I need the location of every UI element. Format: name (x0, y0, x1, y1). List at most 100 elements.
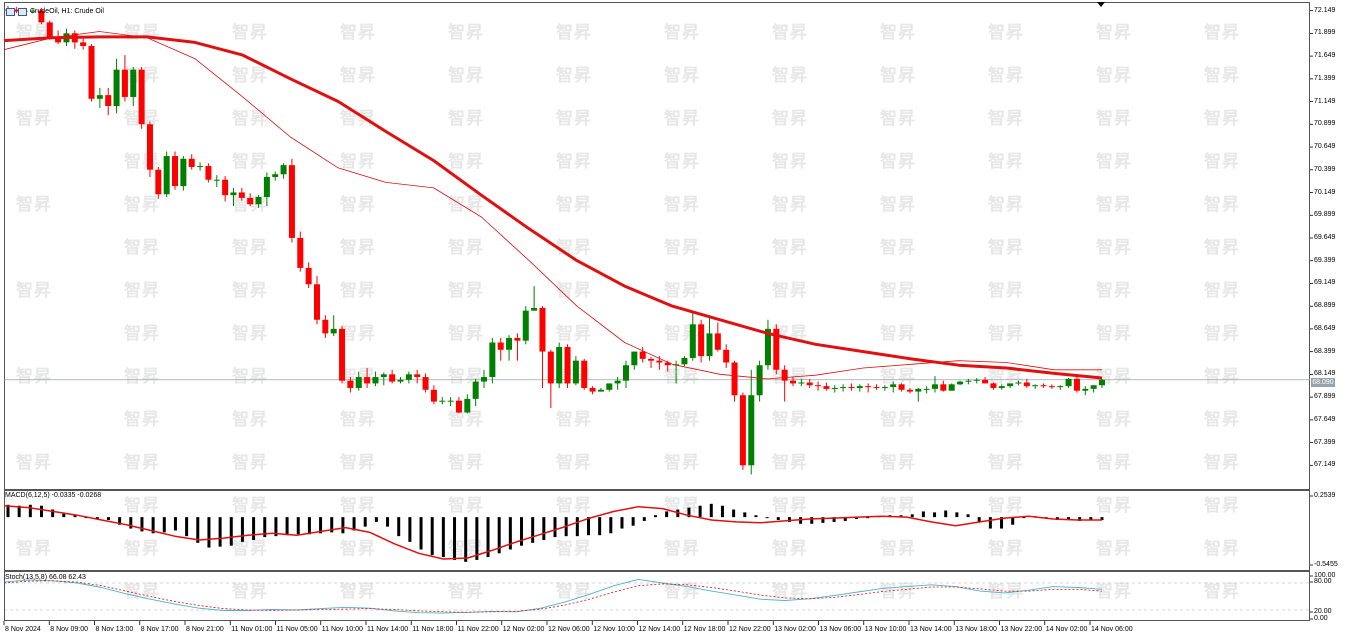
price-axis-label: 68.149 (1314, 370, 1336, 378)
macd-histogram-bar (743, 512, 747, 518)
macd-histogram-bar (542, 517, 546, 540)
candle-body (172, 156, 179, 187)
candle-body (313, 284, 320, 320)
candle-body (923, 388, 930, 390)
time-axis-label: 11 Nov 18:00 (412, 626, 454, 633)
candle-body (197, 166, 204, 168)
candle-body (739, 395, 746, 466)
candle-body (564, 347, 571, 384)
macd-histogram-bar (977, 517, 981, 522)
macd-histogram-bar (843, 517, 847, 521)
time-axis-label: 11 Nov 05:00 (276, 626, 318, 633)
candle-body (138, 69, 145, 125)
candle-body (823, 386, 830, 389)
macd-histogram-bar (352, 517, 356, 531)
macd-histogram-bar (319, 517, 323, 534)
price-axis-label: 71.649 (1314, 52, 1336, 60)
time-axis-label: 14 Nov 06:00 (1091, 626, 1133, 633)
candle-body (46, 22, 53, 38)
candle-body (130, 69, 137, 97)
macd-signal-line (3, 504, 1102, 560)
chart-title: CrudeOil, H1: Crude Oil (30, 8, 104, 15)
candle-body (397, 379, 404, 382)
price-axis-label: 69.149 (1314, 279, 1336, 287)
candle-body (965, 380, 972, 382)
macd-histogram-bar (453, 517, 457, 560)
candle-body (756, 365, 763, 396)
macd-histogram-bar (1000, 517, 1004, 529)
macd-histogram-bar (341, 517, 345, 534)
candle-body (489, 342, 496, 378)
candle-body (497, 342, 504, 350)
chart-icon (6, 7, 15, 16)
candle-body (606, 383, 613, 390)
macd-histogram-bar (754, 515, 758, 518)
candle-body (764, 328, 771, 366)
macd-histogram-bar (720, 505, 724, 518)
macd-histogram-bar (665, 511, 669, 518)
candle-body (263, 176, 270, 197)
price-axis-label: 69.399 (1314, 256, 1336, 264)
time-axis-label: 13 Nov 18:00 (955, 626, 997, 633)
candle-body (990, 383, 997, 388)
price-axis-label: 69.899 (1314, 211, 1336, 219)
candle-body (931, 384, 938, 389)
candle-body (840, 387, 847, 389)
candle-body (88, 46, 95, 99)
macd-histogram-bar (441, 517, 445, 558)
macd-histogram-bar (274, 517, 278, 537)
macd-histogram-bar (1100, 517, 1104, 520)
time-axis-label: 11 Nov 10:00 (321, 626, 363, 633)
window-icon (18, 7, 27, 16)
candle-body (422, 377, 429, 390)
candle-body (238, 192, 245, 198)
macd-histogram-bar (921, 511, 925, 518)
macd-histogram-bar (854, 517, 858, 520)
macd-histogram-bar (162, 517, 166, 533)
candle-body (322, 319, 329, 334)
price-axis-label: 67.899 (1314, 393, 1336, 401)
candle-body (731, 362, 738, 396)
price-axis-label: 68.399 (1314, 347, 1336, 355)
macd-histogram-bar (1011, 517, 1015, 525)
candle-body (940, 384, 947, 391)
candle-body (1099, 379, 1105, 386)
candle-body (639, 351, 646, 359)
macd-histogram-bar (95, 517, 99, 520)
candle-body (865, 386, 872, 388)
candle-body (389, 374, 396, 382)
main-chart-pane[interactable] (4, 2, 1310, 490)
candle-body (798, 382, 805, 384)
time-axis-label: 8 Nov 2024 (5, 626, 41, 633)
macd-histogram-bar (307, 517, 311, 535)
candle-body (230, 192, 237, 196)
macd-histogram-bar (709, 503, 713, 518)
candle-body (255, 196, 262, 205)
price-axis-label: 70.149 (1314, 188, 1336, 196)
candle-body (1015, 382, 1022, 384)
macd-histogram-bar (698, 505, 702, 518)
macd-histogram-bar (508, 517, 512, 550)
price-axis-label: 71.149 (1314, 97, 1336, 105)
macd-histogram-bar (263, 517, 267, 538)
candle-body (297, 237, 304, 268)
macd-histogram-bar (129, 517, 133, 529)
macd-pane[interactable] (4, 490, 1310, 571)
macd-histogram-bar (631, 517, 635, 526)
stoch-axis-label: 20.00 (1314, 608, 1332, 615)
time-axis-label: 13 Nov 22:00 (1000, 626, 1043, 633)
candle-body (1057, 386, 1064, 388)
macd-histogram-bar (586, 517, 590, 536)
candle-body (1073, 378, 1080, 391)
candle-body (948, 384, 955, 391)
stoch-pane[interactable] (4, 571, 1310, 621)
macd-histogram-bar (464, 517, 468, 562)
candle-body (80, 42, 87, 47)
macd-histogram-bar (140, 517, 144, 532)
chart-shift-marker-icon[interactable] (1097, 2, 1105, 7)
candle-body (873, 387, 880, 389)
macd-histogram-bar (173, 517, 177, 531)
candle-body (222, 179, 229, 196)
candle-body (1082, 388, 1089, 391)
